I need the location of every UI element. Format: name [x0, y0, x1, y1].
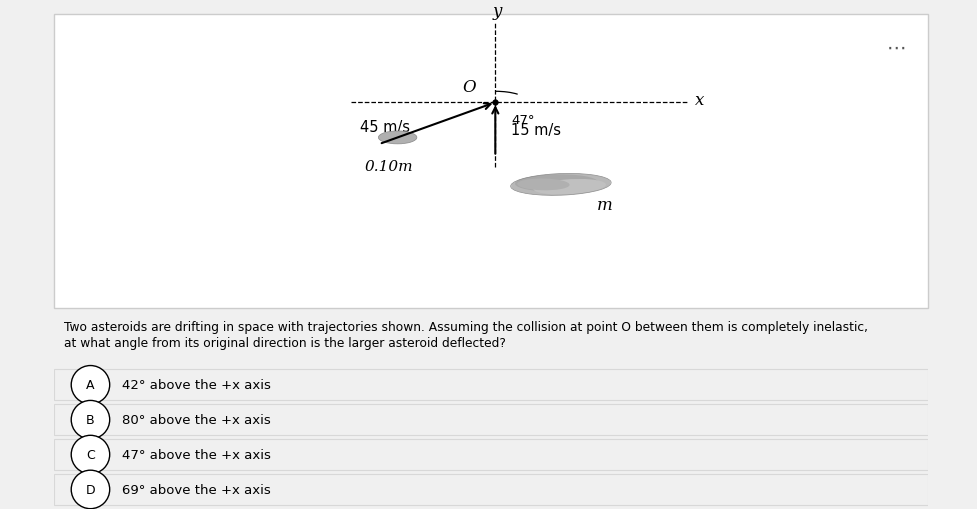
- Ellipse shape: [515, 175, 598, 192]
- Ellipse shape: [71, 366, 109, 404]
- Text: A: A: [86, 379, 95, 391]
- Text: 47° above the +x axis: 47° above the +x axis: [122, 448, 271, 461]
- FancyBboxPatch shape: [54, 405, 928, 435]
- Text: D: D: [86, 483, 96, 496]
- Text: at what angle from its original direction is the larger asteroid deflected?: at what angle from its original directio…: [64, 336, 506, 349]
- Text: O: O: [462, 79, 476, 96]
- Ellipse shape: [71, 401, 109, 439]
- Text: 15 m/s: 15 m/s: [511, 123, 561, 137]
- Text: 80° above the +x axis: 80° above the +x axis: [122, 413, 271, 427]
- Text: B: B: [86, 413, 95, 427]
- Circle shape: [378, 132, 417, 145]
- FancyBboxPatch shape: [54, 370, 928, 400]
- FancyBboxPatch shape: [54, 474, 928, 505]
- Text: m: m: [597, 196, 613, 214]
- Ellipse shape: [71, 470, 109, 508]
- Text: y: y: [492, 3, 502, 20]
- Text: 0.10m: 0.10m: [364, 159, 413, 173]
- Ellipse shape: [533, 180, 606, 195]
- Text: 47°: 47°: [511, 114, 534, 126]
- Text: Two asteroids are drifting in space with trajectories shown. Assuming the collis: Two asteroids are drifting in space with…: [64, 321, 869, 333]
- FancyBboxPatch shape: [54, 439, 928, 470]
- Text: 69° above the +x axis: 69° above the +x axis: [122, 483, 271, 496]
- Text: C: C: [86, 448, 95, 461]
- Text: ⋯: ⋯: [887, 39, 907, 58]
- Ellipse shape: [71, 436, 109, 474]
- Ellipse shape: [517, 179, 570, 191]
- Text: 42° above the +x axis: 42° above the +x axis: [122, 379, 271, 391]
- FancyBboxPatch shape: [54, 15, 928, 308]
- Ellipse shape: [511, 174, 611, 196]
- Text: x: x: [695, 92, 704, 109]
- Text: 45 m/s: 45 m/s: [361, 120, 410, 135]
